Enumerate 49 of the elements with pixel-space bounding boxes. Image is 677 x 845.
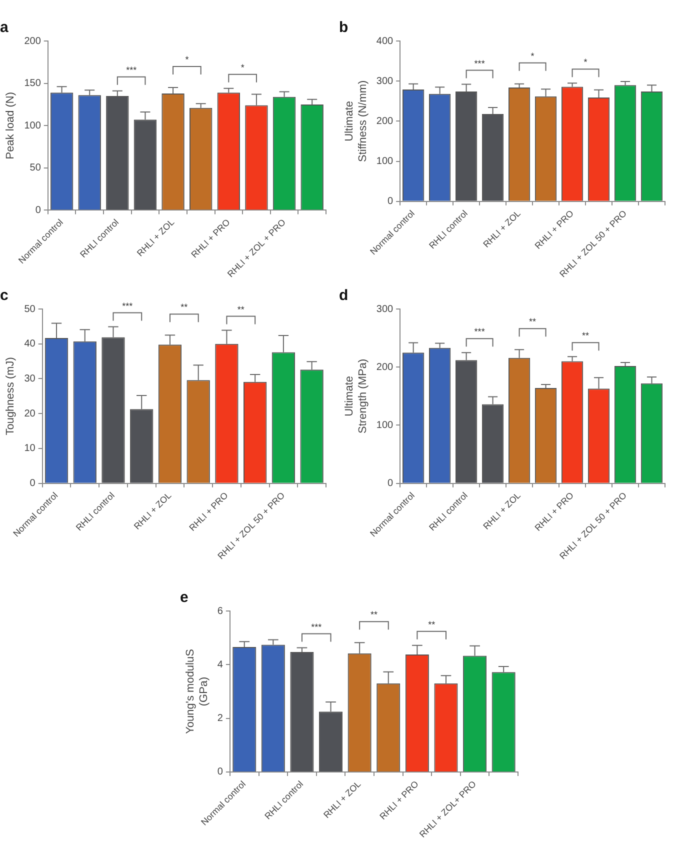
y-tick-label: 400 [376, 36, 394, 47]
annotation: ** [237, 304, 245, 314]
y-tick-label: 2 [217, 713, 224, 724]
annotation: *** [474, 58, 486, 68]
y-tick-label: 100 [376, 420, 394, 431]
y-tick-label: 100 [24, 120, 42, 132]
y-tick-label: 10 [24, 443, 36, 454]
y-tick-label: 200 [376, 362, 394, 373]
y-tick-label: 300 [376, 304, 394, 315]
annotation: ** [370, 610, 378, 620]
y-axis-title: Ultimate Strength (MPa) [344, 358, 369, 434]
annotation: ** [428, 619, 436, 630]
y-tick-label: 0 [388, 196, 394, 208]
y-tick-label: 200 [376, 116, 394, 127]
y-tick-label: 40 [24, 338, 36, 350]
annotation: * [240, 62, 245, 72]
y-axis-title: Young's moduluS (GPa) [184, 649, 210, 734]
y-axis-title: Ultimate Stiffness (N/mm) [344, 80, 369, 162]
chart-title: d [339, 287, 348, 304]
annotation: * [584, 57, 588, 68]
y-axis-title: Peak load (N) [4, 92, 17, 160]
y-tick-label: 200 [24, 36, 42, 47]
chart-title: c [0, 287, 8, 304]
annotation: ** [582, 330, 590, 341]
y-tick-label: 0 [30, 478, 36, 490]
annotation: *** [311, 622, 322, 632]
y-tick-label: 50 [30, 162, 42, 174]
y-tick-label: 150 [24, 78, 42, 90]
annotation: * [530, 50, 535, 61]
y-tick-label: 4 [217, 659, 224, 670]
y-tick-label: 30 [24, 373, 36, 384]
annotation: *** [122, 300, 134, 311]
y-tick-label: 0 [35, 204, 42, 216]
annotation: *** [474, 326, 486, 337]
annotation: ** [180, 302, 188, 312]
chart-title: a [0, 19, 9, 36]
annotation: ** [529, 316, 537, 327]
chart-title: e [180, 589, 188, 606]
annotation: *** [126, 64, 138, 75]
chart-title: b [339, 19, 348, 36]
y-tick-label: 0 [388, 478, 394, 490]
y-tick-label: 300 [376, 76, 394, 87]
y-axis-title: Toughness (mJ) [4, 357, 17, 436]
y-tick-label: 6 [217, 606, 224, 617]
y-tick-label: 0 [217, 766, 224, 778]
y-tick-label: 100 [376, 156, 394, 168]
y-tick-label: 50 [24, 304, 36, 315]
y-tick-label: 20 [24, 408, 36, 420]
annotation: * [185, 54, 190, 65]
